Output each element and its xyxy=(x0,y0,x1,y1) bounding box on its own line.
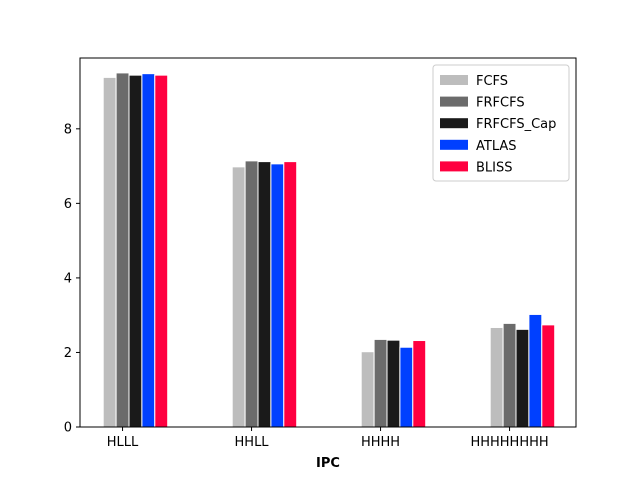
bar-frfcfs_cap-hhhh xyxy=(386,339,401,428)
legend-box xyxy=(432,64,570,182)
bar-fcfs-hhhhhhhh xyxy=(489,326,504,428)
bar-bliss-hhhhhhhh xyxy=(541,324,556,428)
y-tick-label: 0 xyxy=(64,421,72,436)
x-tick-label: HHLL xyxy=(235,435,270,450)
bar-atlas-hhhhhhhh xyxy=(528,313,543,428)
bar-frfcfs-hlll xyxy=(115,72,130,428)
bar-atlas-hlll xyxy=(141,73,156,428)
bar-bliss-hhll xyxy=(283,161,298,428)
legend-swatch-atlas xyxy=(440,139,468,150)
y-tick-label: 4 xyxy=(64,271,72,286)
bar-fcfs-hhhh xyxy=(360,351,375,428)
bar-atlas-hhll xyxy=(270,163,285,428)
x-tick-label: HHHH xyxy=(361,435,400,450)
y-tick-label: 6 xyxy=(64,197,72,212)
y-tick-label: 2 xyxy=(64,346,72,361)
x-tick-label: HHHHHHHH xyxy=(470,435,548,450)
bar-bliss-hhhh xyxy=(412,340,427,428)
legend-label-bliss: BLISS xyxy=(476,160,513,175)
plot-frame xyxy=(79,57,577,428)
bar-frfcfs_cap-hhhhhhhh xyxy=(515,328,530,428)
legend-swatch-frfcfs xyxy=(440,96,468,107)
bar-bliss-hlll xyxy=(154,74,169,428)
bar-frfcfs-hhhh xyxy=(373,338,388,428)
bar-frfcfs-hhll xyxy=(244,160,259,428)
bar-fcfs-hhll xyxy=(231,166,246,428)
legend-swatch-frfcfs_cap xyxy=(440,118,468,129)
bar-frfcfs_cap-hlll xyxy=(128,74,143,428)
bar-frfcfs_cap-hhll xyxy=(257,161,272,428)
x-axis-label: IPC xyxy=(316,456,340,471)
bar-fcfs-hlll xyxy=(102,76,117,428)
bar-frfcfs-hhhhhhhh xyxy=(502,322,517,428)
legend-label-frfcfs_cap: FRFCFS_Cap xyxy=(476,117,556,132)
y-tick-label: 8 xyxy=(64,122,72,137)
legend-label-frfcfs: FRFCFS xyxy=(476,96,525,111)
legend-swatch-fcfs xyxy=(440,75,468,85)
legend-label-fcfs: FCFS xyxy=(476,74,508,89)
legend: FCFS FRFCFS FRFCFS_Cap ATLAS BLISS xyxy=(432,64,570,182)
legend-swatch-bliss xyxy=(440,161,468,172)
bar-atlas-hhhh xyxy=(399,346,414,428)
bars-group xyxy=(102,72,556,428)
legend-label-atlas: ATLAS xyxy=(476,139,517,154)
x-tick-label: HLLL xyxy=(107,435,139,450)
